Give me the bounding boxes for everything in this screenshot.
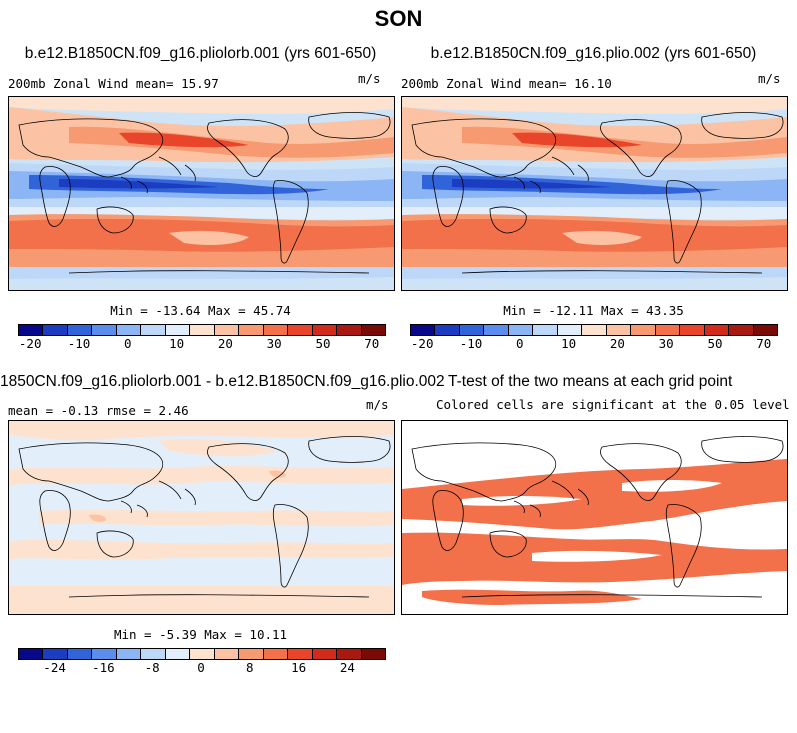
colorbar-swatch xyxy=(312,649,338,659)
colorbar-swatch xyxy=(361,649,386,659)
panel2-colorbar xyxy=(410,324,778,336)
colorbar-tick-label: -16 xyxy=(92,660,115,675)
colorbar-tick-label: 10 xyxy=(561,336,577,351)
colorbar-swatch xyxy=(655,325,681,335)
panel3-colorbar-labels: -24 -16 -8 0 8 16 24 xyxy=(18,660,384,676)
colorbar-tick-label: 30 xyxy=(266,336,282,351)
colorbar-tick-label: 0 xyxy=(516,336,524,351)
panel2-title: b.e12.B1850CN.f09_g16.plio.002 (yrs 601-… xyxy=(430,45,757,62)
panel1-map xyxy=(8,96,395,291)
colorbar-swatch xyxy=(190,649,215,659)
panel3-difference-field xyxy=(9,421,394,614)
panel2-map xyxy=(401,96,788,291)
colorbar-tick-label: 70 xyxy=(364,336,380,351)
panel2-units: m/s xyxy=(758,71,781,86)
colorbar-swatch xyxy=(312,325,338,335)
colorbar-swatch xyxy=(680,325,705,335)
colorbar-tick-label: 24 xyxy=(339,660,355,675)
panel3-minmax: Min = -5.39 Max = 10.11 xyxy=(113,627,288,642)
figure-title: SON xyxy=(374,6,423,31)
colorbar-tick-label: -20 xyxy=(410,336,434,351)
colorbar-swatch xyxy=(753,325,778,335)
colorbar-swatch xyxy=(190,325,215,335)
colorbar-swatch xyxy=(116,649,142,659)
panel3-colorbar xyxy=(18,648,386,660)
colorbar-swatch xyxy=(92,325,117,335)
colorbar-swatch xyxy=(239,325,264,335)
colorbar-tick-label: 10 xyxy=(169,336,185,351)
colorbar-swatch xyxy=(484,325,509,335)
colorbar-tick-label: -10 xyxy=(459,336,483,351)
colorbar-swatch xyxy=(214,325,240,335)
colorbar-tick-label: 0 xyxy=(197,660,205,675)
colorbar-swatch xyxy=(141,649,166,659)
colorbar-swatch xyxy=(239,649,264,659)
colorbar-swatch xyxy=(361,325,386,335)
colorbar-swatch xyxy=(288,325,313,335)
colorbar-tick-label: 50 xyxy=(707,336,723,351)
colorbar-swatch xyxy=(582,325,607,335)
panel2-minmax: Min = -12.11 Max = 43.35 xyxy=(503,303,684,318)
colorbar-swatch xyxy=(435,325,460,335)
colorbar-swatch xyxy=(43,649,68,659)
panel3-title: 1850CN.f09_g16.pliolorb.001 - b.e12.B185… xyxy=(0,373,445,390)
panel1-colorbar-labels: -20 -10 0 10 20 30 50 70 xyxy=(18,336,384,352)
colorbar-swatch xyxy=(288,649,313,659)
colorbar-tick-label: 20 xyxy=(609,336,625,351)
panel3-units: m/s xyxy=(366,397,389,412)
panel1-title: b.e12.B1850CN.f09_g16.pliolorb.001 (yrs … xyxy=(24,45,377,62)
colorbar-swatch xyxy=(19,649,44,659)
colorbar-swatch xyxy=(92,649,117,659)
colorbar-tick-label: -8 xyxy=(144,660,160,675)
panel1-units: m/s xyxy=(358,71,381,86)
panel1-colorbar xyxy=(18,324,386,336)
colorbar-swatch xyxy=(263,649,289,659)
colorbar-swatch xyxy=(165,325,191,335)
colorbar-swatch xyxy=(411,325,436,335)
panel4-significance-note: Colored cells are significant at the 0.0… xyxy=(436,397,790,412)
panel1-variable-label: 200mb Zonal Wind mean= 15.97 xyxy=(8,76,219,91)
colorbar-tick-label: 70 xyxy=(756,336,772,351)
colorbar-swatch xyxy=(508,325,534,335)
panel1-minmax: Min = -13.64 Max = 45.74 xyxy=(110,303,291,318)
colorbar-swatch xyxy=(19,325,44,335)
colorbar-tick-label: 20 xyxy=(217,336,233,351)
colorbar-tick-label: 16 xyxy=(291,660,307,675)
panel1-wind-field xyxy=(9,97,394,290)
colorbar-tick-label: 8 xyxy=(246,660,254,675)
panel4-significance-field xyxy=(402,421,787,614)
colorbar-swatch xyxy=(165,649,191,659)
colorbar-swatch xyxy=(43,325,68,335)
colorbar-tick-label: -20 xyxy=(18,336,42,351)
colorbar-swatch xyxy=(631,325,656,335)
colorbar-swatch xyxy=(533,325,558,335)
colorbar-swatch xyxy=(606,325,632,335)
colorbar-tick-label: -10 xyxy=(67,336,91,351)
colorbar-tick-label: 30 xyxy=(658,336,674,351)
colorbar-swatch xyxy=(214,649,240,659)
colorbar-swatch xyxy=(141,325,166,335)
colorbar-tick-label: 0 xyxy=(124,336,132,351)
panel2-variable-label: 200mb Zonal Wind mean= 16.10 xyxy=(401,76,612,91)
colorbar-swatch xyxy=(67,325,93,335)
colorbar-swatch xyxy=(459,325,485,335)
colorbar-swatch xyxy=(263,325,289,335)
colorbar-swatch xyxy=(557,325,583,335)
colorbar-swatch xyxy=(67,649,93,659)
panel2-colorbar-labels: -20 -10 0 10 20 30 50 70 xyxy=(410,336,776,352)
colorbar-swatch xyxy=(704,325,730,335)
panel2-wind-field xyxy=(402,97,787,290)
colorbar-swatch xyxy=(337,325,362,335)
panel3-stats-label: mean = -0.13 rmse = 2.46 xyxy=(8,403,189,418)
panel3-map xyxy=(8,420,395,615)
colorbar-tick-label: 50 xyxy=(315,336,331,351)
colorbar-swatch xyxy=(116,325,142,335)
colorbar-swatch xyxy=(729,325,754,335)
colorbar-tick-label: -24 xyxy=(43,660,66,675)
colorbar-swatch xyxy=(337,649,362,659)
panel4-map xyxy=(401,420,788,615)
panel4-title: T-test of the two means at each grid poi… xyxy=(448,373,733,390)
